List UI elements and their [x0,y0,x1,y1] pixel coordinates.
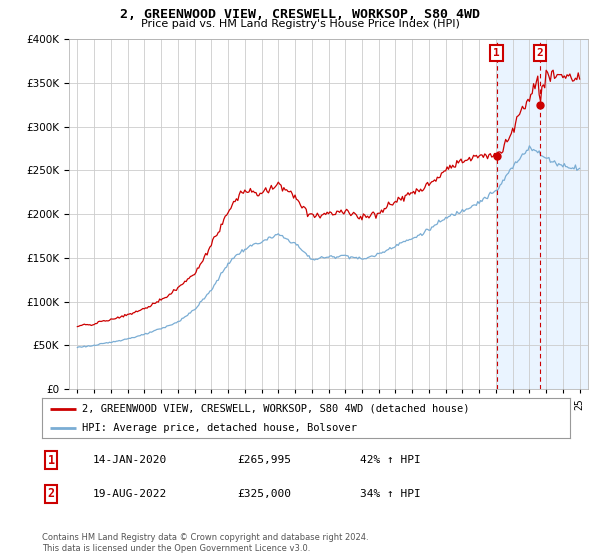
Text: 14-JAN-2020: 14-JAN-2020 [93,455,167,465]
Text: 2: 2 [536,48,544,58]
Text: 1: 1 [493,48,500,58]
Text: 2, GREENWOOD VIEW, CRESWELL, WORKSOP, S80 4WD (detached house): 2, GREENWOOD VIEW, CRESWELL, WORKSOP, S8… [82,404,469,414]
Bar [497,39,588,389]
Text: 1: 1 [47,454,55,467]
Text: 2, GREENWOOD VIEW, CRESWELL, WORKSOP, S80 4WD: 2, GREENWOOD VIEW, CRESWELL, WORKSOP, S8… [120,8,480,21]
Text: 19-AUG-2022: 19-AUG-2022 [93,489,167,499]
Text: £325,000: £325,000 [237,489,291,499]
Text: HPI: Average price, detached house, Bolsover: HPI: Average price, detached house, Bols… [82,423,356,433]
Text: Price paid vs. HM Land Registry's House Price Index (HPI): Price paid vs. HM Land Registry's House … [140,19,460,29]
Text: £265,995: £265,995 [237,455,291,465]
Text: 34% ↑ HPI: 34% ↑ HPI [360,489,421,499]
Text: Contains HM Land Registry data © Crown copyright and database right 2024.
This d: Contains HM Land Registry data © Crown c… [42,533,368,553]
Text: 42% ↑ HPI: 42% ↑ HPI [360,455,421,465]
Text: 2: 2 [47,487,55,501]
